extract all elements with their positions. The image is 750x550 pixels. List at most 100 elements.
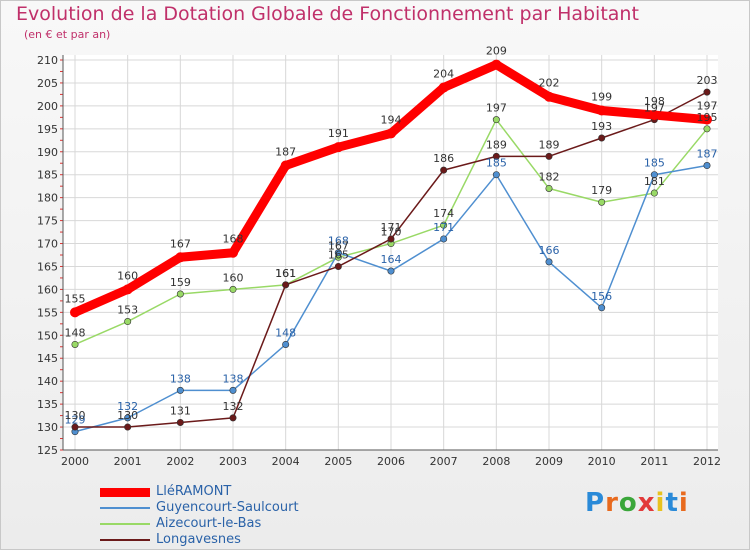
data-label: 171 <box>381 221 402 234</box>
data-point <box>229 386 237 394</box>
logo-letter: P <box>585 488 606 518</box>
data-label: 171 <box>433 221 454 234</box>
data-point <box>71 340 79 348</box>
data-point <box>492 171 500 179</box>
chart-subtitle: (en € et par an) <box>24 28 111 41</box>
data-label: 166 <box>539 244 560 257</box>
y-tick-label: 130 <box>37 421 58 434</box>
logo-letter: i <box>655 488 666 518</box>
logo-letter: o <box>618 488 638 518</box>
data-label: 174 <box>433 207 454 220</box>
x-tick-label: 2003 <box>219 455 247 468</box>
y-tick-label: 170 <box>37 238 58 251</box>
legend-item-guyencourt: Guyencourt-Saulcourt <box>100 500 360 516</box>
data-point <box>703 125 711 133</box>
legend-label-lleramont: LléRAMONT <box>156 484 232 499</box>
data-label: 182 <box>539 170 560 183</box>
data-label: 202 <box>539 77 560 90</box>
y-tick-label: 190 <box>37 146 58 159</box>
legend-swatch-lleramont <box>100 488 150 497</box>
data-label: 191 <box>328 127 349 140</box>
data-point <box>176 418 184 426</box>
x-tick-label: 2000 <box>61 455 89 468</box>
logo-letter: t <box>665 488 679 518</box>
data-point-lleramont <box>491 59 502 70</box>
data-label: 185 <box>644 157 665 170</box>
y-tick-label: 205 <box>37 77 58 90</box>
data-point <box>282 340 290 348</box>
x-tick-label: 2002 <box>166 455 194 468</box>
data-point <box>440 166 448 174</box>
data-point <box>176 290 184 298</box>
data-label: 181 <box>644 175 665 188</box>
data-point <box>124 423 132 431</box>
x-tick-label: 2001 <box>114 455 142 468</box>
y-tick-label: 140 <box>37 375 58 388</box>
y-tick-label: 200 <box>37 100 58 113</box>
data-point <box>176 386 184 394</box>
data-point <box>334 262 342 270</box>
data-label: 132 <box>117 400 138 413</box>
data-label: 155 <box>65 292 86 305</box>
data-point <box>387 235 395 243</box>
legend-label-guyencourt: Guyencourt-Saulcourt <box>156 500 299 515</box>
data-point <box>650 171 658 179</box>
logo-letter: r <box>605 488 619 518</box>
data-label: 148 <box>275 326 296 339</box>
y-tick-label: 165 <box>37 260 58 273</box>
data-label: 187 <box>275 146 296 159</box>
data-point <box>492 152 500 160</box>
data-label: 130 <box>117 409 138 422</box>
data-label: 160 <box>117 269 138 282</box>
data-label: 197 <box>486 102 507 115</box>
data-label: 197 <box>697 100 718 113</box>
data-point <box>387 267 395 275</box>
data-label: 161 <box>275 267 296 280</box>
data-point-lleramont <box>544 91 554 102</box>
legend-swatch-longavesnes <box>100 539 150 541</box>
legend-item-lleramont: LléRAMONT <box>100 484 360 500</box>
y-tick-label: 180 <box>37 192 58 205</box>
data-label: 153 <box>117 304 138 317</box>
data-label: 138 <box>170 372 191 385</box>
data-point <box>598 134 606 142</box>
data-point-lleramont <box>280 160 291 171</box>
data-point <box>282 281 290 289</box>
x-tick-label: 2007 <box>430 455 458 468</box>
x-tick-label: 2006 <box>377 455 405 468</box>
data-label: 179 <box>591 184 612 197</box>
legend-swatch-aizecourt <box>100 523 150 525</box>
data-point <box>440 221 448 229</box>
data-label: 148 <box>65 326 86 339</box>
data-point <box>334 249 342 257</box>
data-label: 164 <box>381 253 402 266</box>
data-label: 159 <box>170 276 191 289</box>
data-label: 168 <box>223 233 244 246</box>
data-label: 189 <box>486 138 507 151</box>
y-tick-label: 135 <box>37 398 58 411</box>
data-label: 209 <box>486 45 507 58</box>
proxiti-logo: Proxiti <box>585 488 689 518</box>
data-label: 193 <box>591 120 612 133</box>
y-tick-label: 155 <box>37 306 58 319</box>
data-label: 160 <box>223 271 244 284</box>
data-label: 187 <box>697 148 718 161</box>
legend-item-aizecourt: Aizecourt-le-Bas <box>100 516 360 532</box>
y-tick-label: 175 <box>37 215 58 228</box>
data-point-lleramont <box>333 142 344 153</box>
legend-item-longavesnes: Longavesnes <box>100 532 360 548</box>
y-tick-label: 150 <box>37 329 58 342</box>
data-label: 203 <box>697 74 718 87</box>
x-tick-label: 2005 <box>324 455 352 468</box>
data-label: 204 <box>433 68 454 81</box>
data-label: 161 <box>275 267 296 280</box>
data-point <box>703 162 711 170</box>
y-tick-label: 160 <box>37 283 58 296</box>
x-tick-label: 2011 <box>640 455 668 468</box>
legend-label-aizecourt: Aizecourt-le-Bas <box>156 516 262 531</box>
data-label: 131 <box>170 404 191 417</box>
data-point-lleramont <box>70 307 80 318</box>
data-point-lleramont <box>386 128 396 139</box>
chart-title: Evolution de la Dotation Globale de Fonc… <box>16 3 639 25</box>
